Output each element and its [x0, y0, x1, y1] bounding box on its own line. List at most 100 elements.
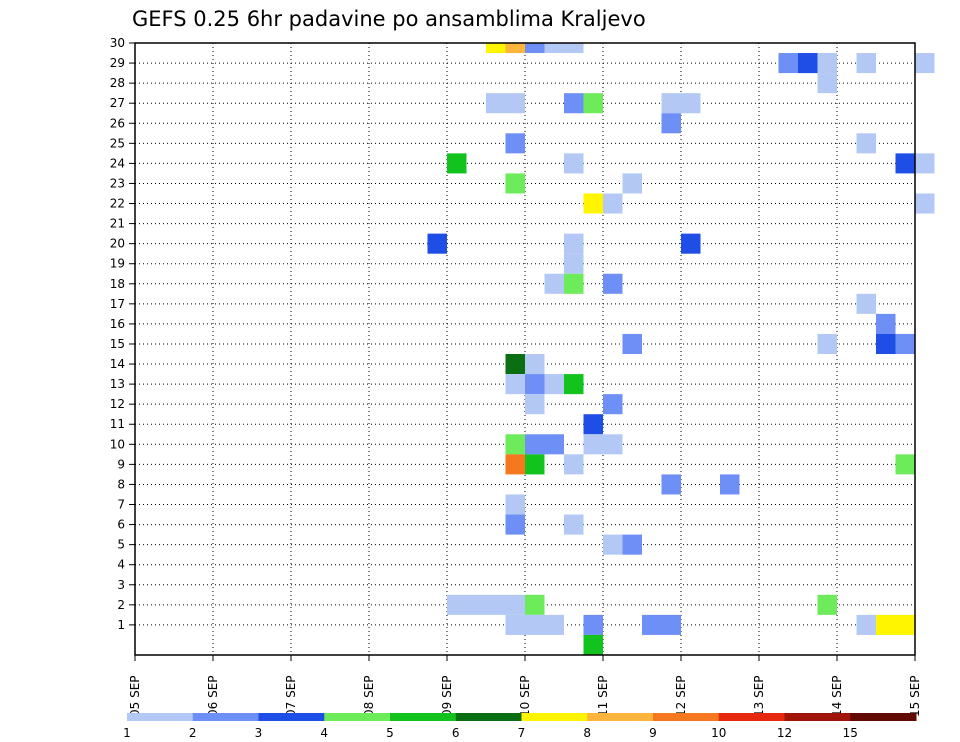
x-tick-label: 09 SEP [440, 675, 454, 717]
colorbar-label: 7 [518, 726, 526, 740]
y-tick-label: 14 [110, 357, 125, 371]
heatmap-cell [544, 434, 564, 455]
heatmap-cell [583, 414, 603, 435]
heatmap-cell [895, 153, 915, 174]
y-axis: 1234567891011121314151617181920212223242… [110, 36, 135, 632]
colorbar-swatch [521, 713, 588, 721]
heatmap-cell [895, 454, 915, 475]
heatmap-cell [622, 333, 642, 355]
y-tick-label: 16 [110, 317, 125, 331]
colorbar-swatch [127, 713, 194, 721]
colorbar-swatch [324, 713, 391, 721]
heatmap-cell [681, 93, 701, 114]
colorbar-label: 6 [452, 726, 460, 740]
heatmap-cell [505, 374, 525, 395]
heatmap-cell [603, 394, 623, 415]
colorbar-label: 4 [320, 726, 328, 740]
heatmap-cell [661, 614, 681, 635]
colorbar-label: 3 [255, 726, 263, 740]
colorbar-label: 12 [777, 726, 792, 740]
heatmap-cell [525, 434, 545, 455]
heatmap-cell [447, 594, 467, 615]
heatmap-cell [876, 313, 896, 334]
colorbar-label: 2 [189, 726, 197, 740]
colorbar-swatch [390, 713, 457, 721]
x-tick-label: 11 SEP [596, 675, 610, 717]
heatmap-cell [564, 454, 584, 475]
y-tick-label: 11 [110, 417, 125, 431]
heatmap-cell [915, 193, 935, 214]
heatmap-cell [895, 333, 915, 355]
heatmap-cell [915, 53, 935, 74]
y-tick-label: 7 [117, 498, 125, 512]
heatmap-cell [505, 434, 525, 455]
y-tick-label: 25 [110, 136, 125, 150]
x-tick-label: 10 SEP [518, 675, 532, 717]
heatmap-cell [447, 153, 467, 174]
heatmap-cell [505, 43, 525, 54]
y-tick-label: 8 [117, 477, 125, 491]
colorbar-swatch [784, 713, 851, 721]
y-tick-label: 12 [110, 397, 125, 411]
heatmap-cell [564, 233, 584, 254]
heatmap-cell [525, 354, 545, 375]
heatmap-cell [525, 394, 545, 415]
heatmap-cell [505, 514, 525, 535]
colorbar-swatch [653, 713, 720, 721]
heatmap-cell [525, 454, 545, 475]
x-tick-label: 07 SEP [284, 675, 298, 717]
heatmap-cell [778, 53, 798, 74]
colorbar-label: 1 [123, 726, 131, 740]
heatmap-cell [661, 474, 681, 495]
heatmap-cell [544, 614, 564, 635]
heatmap-cell [876, 614, 896, 635]
heatmap-cell [583, 614, 603, 635]
heatmap-cell [564, 93, 584, 114]
chart-title: GEFS 0.25 6hr padavine po ansamblima Kra… [132, 7, 646, 31]
heatmap-cell [505, 354, 525, 375]
colorbar-swatch [258, 713, 325, 721]
x-tick-label: 14 SEP [830, 675, 844, 717]
y-tick-label: 27 [110, 96, 125, 110]
heatmap-cell [427, 233, 447, 254]
y-tick-label: 26 [110, 116, 125, 130]
heatmap-cell [583, 434, 603, 455]
x-tick-label: 15 SEP [908, 675, 922, 717]
y-tick-label: 18 [110, 277, 125, 291]
y-tick-label: 13 [110, 377, 125, 391]
y-tick-label: 30 [110, 36, 125, 50]
y-tick-label: 19 [110, 257, 125, 271]
heatmap-cell [720, 474, 740, 495]
heatmap-cell [583, 193, 603, 214]
heatmap-cell [603, 193, 623, 214]
colorbar-label: 10 [711, 726, 726, 740]
y-tick-label: 21 [110, 217, 125, 231]
heatmap-cell [505, 173, 525, 194]
y-tick-label: 2 [117, 598, 125, 612]
heatmap-cell [817, 333, 837, 355]
colorbar-label: 15 [843, 726, 858, 740]
x-tick-label: 12 SEP [674, 675, 688, 717]
heatmap-cell [622, 534, 642, 555]
heatmap-cell [525, 43, 545, 54]
colorbar: 1 2 3 4 5 6 7 8 9 10 12 15 [123, 713, 917, 740]
colorbar-swatch [850, 713, 917, 721]
x-tick-label: 06 SEP [206, 675, 220, 717]
heatmap-cell [505, 93, 525, 114]
heatmap-cell [505, 594, 525, 615]
heatmap-cell [486, 594, 506, 615]
heatmap-cell [564, 253, 584, 274]
heatmap-cell [622, 173, 642, 194]
y-tick-label: 10 [110, 437, 125, 451]
y-tick-label: 6 [117, 518, 125, 532]
heatmap-cell [817, 73, 837, 94]
y-tick-label: 28 [110, 76, 125, 90]
heatmap-cell [544, 374, 564, 395]
heatmap-cell [505, 454, 525, 475]
x-tick-label: 05 SEP [128, 675, 142, 717]
y-tick-label: 4 [117, 558, 125, 572]
y-tick-label: 3 [117, 578, 125, 592]
heatmap-cell [603, 273, 623, 294]
y-tick-label: 23 [110, 176, 125, 190]
